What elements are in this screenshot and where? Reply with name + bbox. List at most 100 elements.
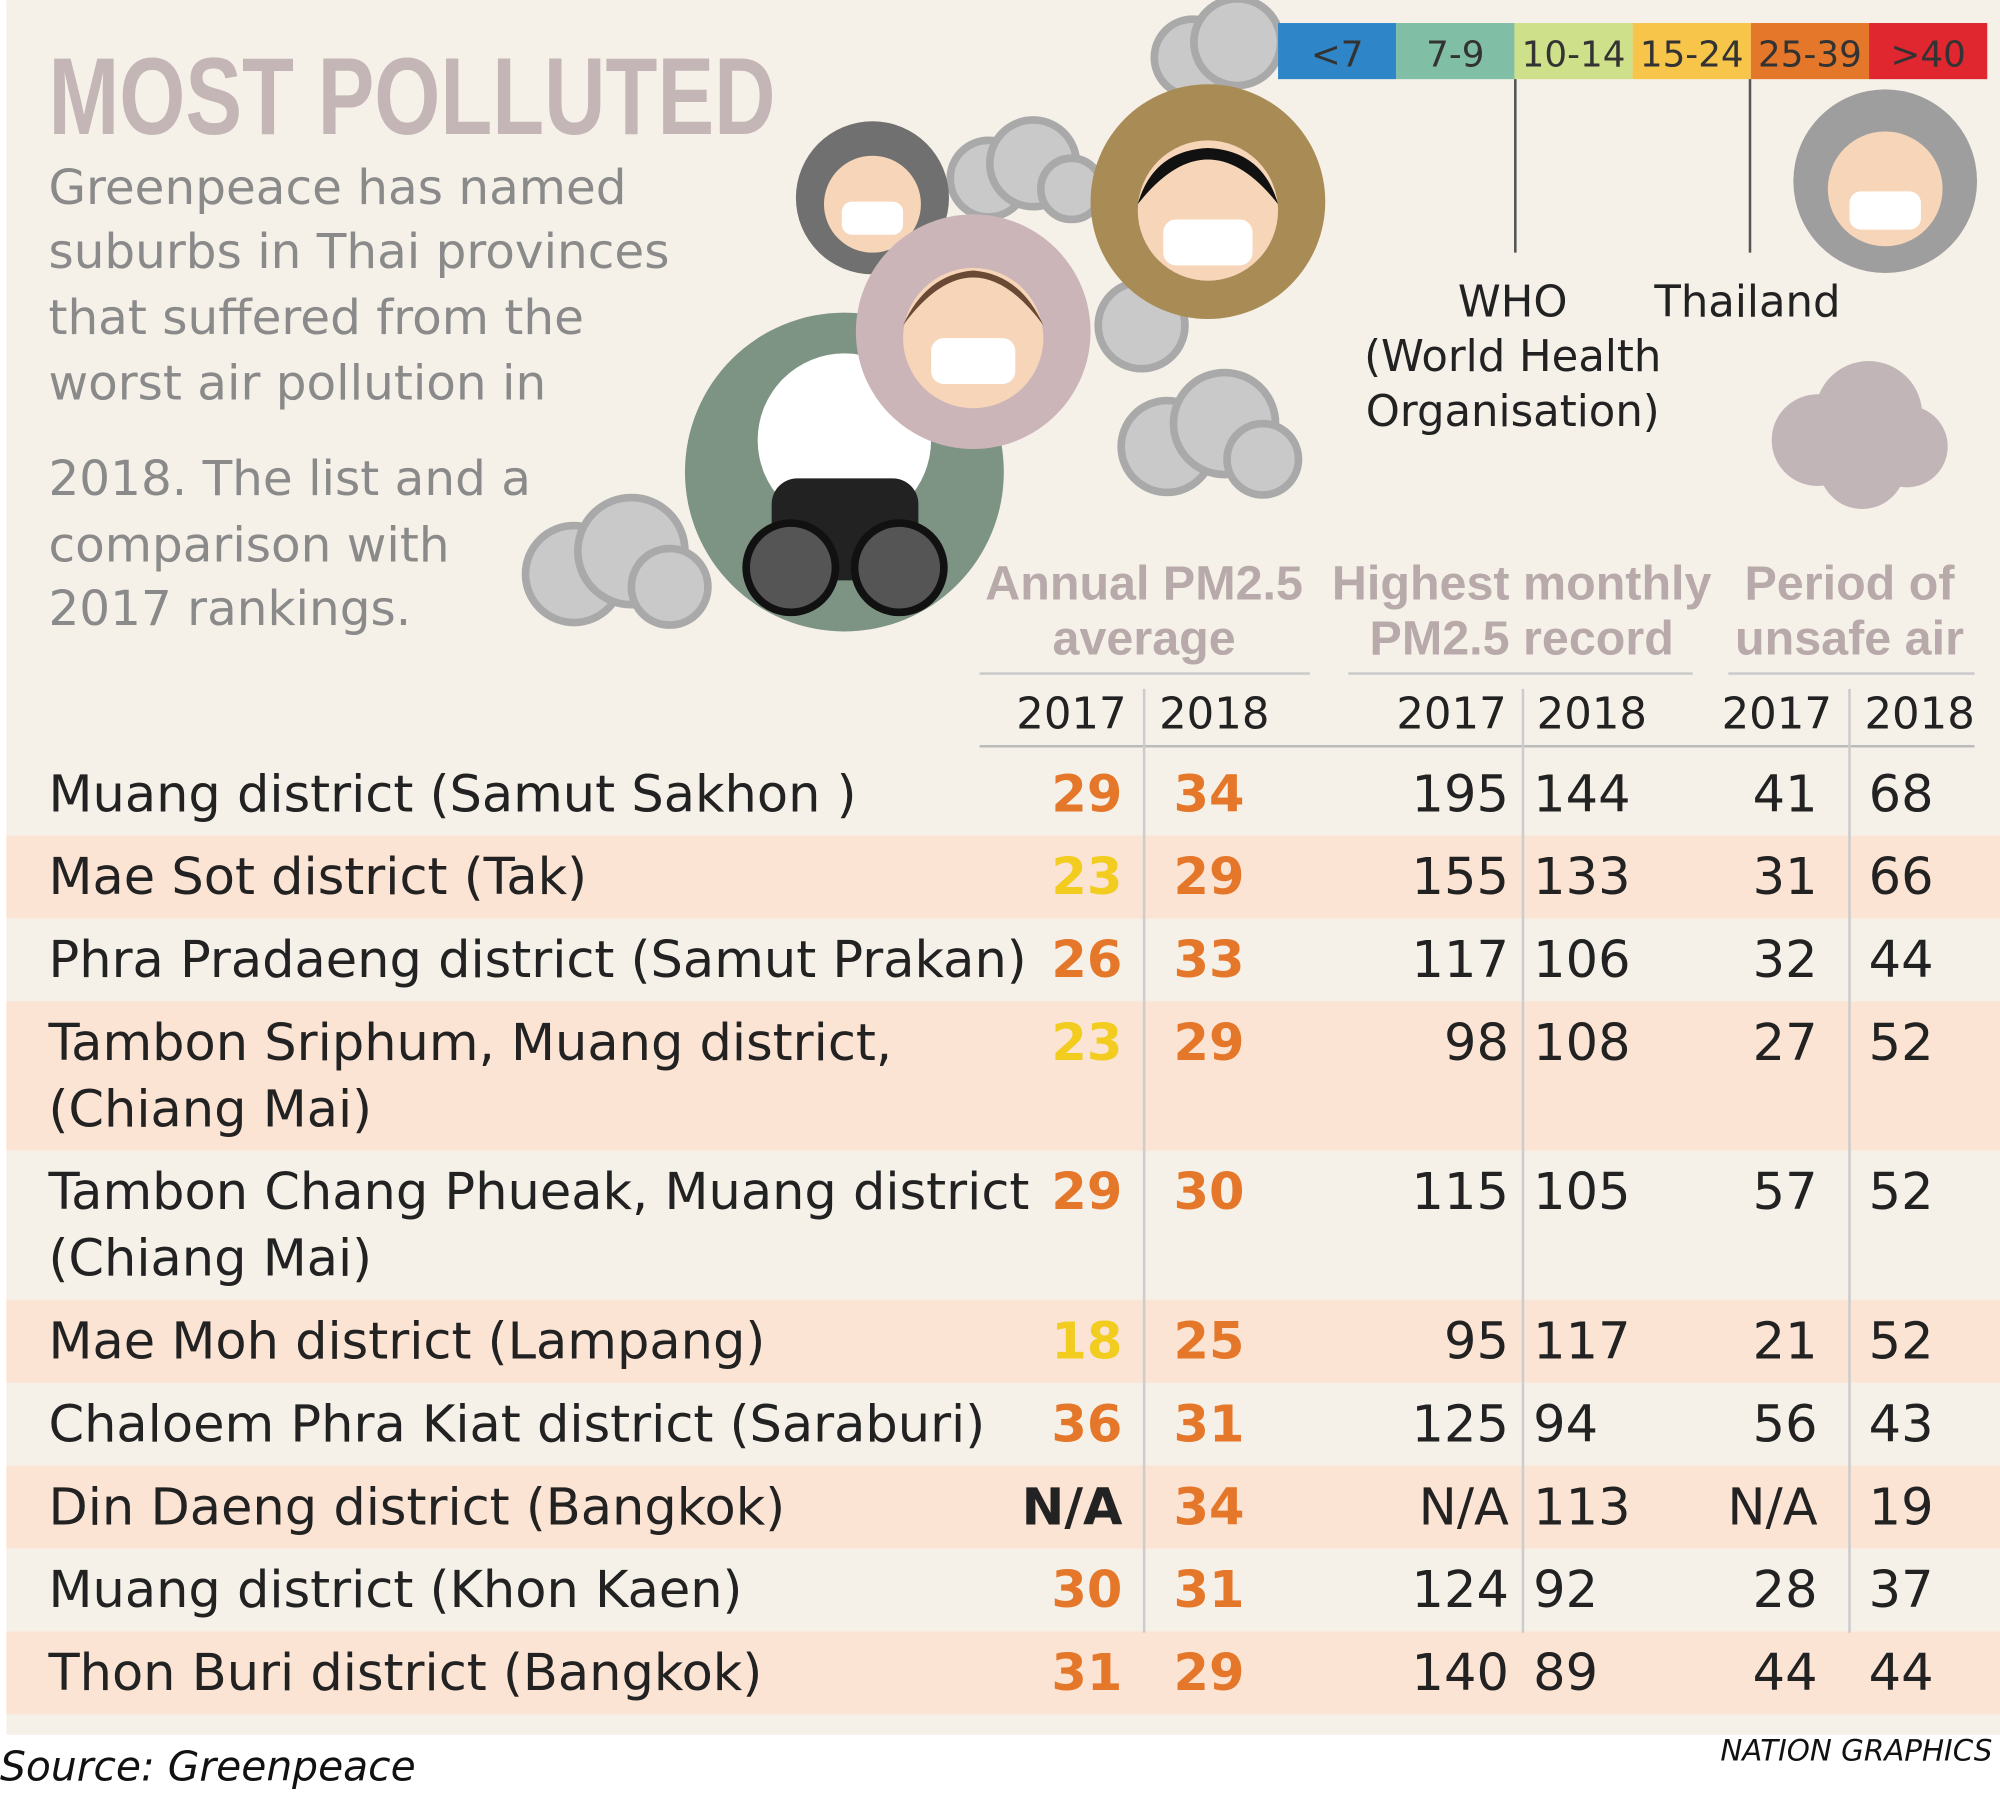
cell-value: 25 (1173, 1312, 1244, 1371)
row-shade (6, 1465, 2000, 1549)
cell-value: 23 (1051, 848, 1122, 907)
cell-value: 31 (1753, 848, 1818, 907)
intro-line: 2018. The list and a (48, 451, 530, 507)
cell-value: 31 (1051, 1644, 1122, 1703)
cell-value: 98 (1444, 1014, 1509, 1073)
row-name: Mae Moh district (Lampang) (48, 1312, 765, 1371)
cell-value: 41 (1753, 765, 1818, 824)
rows: Muang district (Samut Sakhon ) 29 34 195 144… (6, 765, 2000, 1715)
cell-value: 144 (1533, 765, 1630, 824)
scale-segment (1396, 23, 1515, 80)
cell-value: 29 (1173, 1644, 1244, 1703)
cell-value: 30 (1173, 1163, 1244, 1222)
row-name: Mae Sot district (Tak) (48, 848, 587, 907)
cell-value: 28 (1753, 1561, 1818, 1620)
scale-bar: <7 7-9 10-14 15-24 25-39 >40 (1278, 23, 1988, 80)
cell-value: 105 (1533, 1163, 1630, 1222)
cell-value: 18 (1051, 1312, 1122, 1371)
group-header: Annual PM2.5 (985, 557, 1303, 611)
row-name: Muang district (Samut Sakhon ) (48, 765, 856, 824)
row-shade (6, 835, 2000, 919)
cell-value: N/A (1419, 1478, 1509, 1537)
cell-value: N/A (1727, 1478, 1817, 1537)
cell-value: 26 (1051, 931, 1122, 990)
row-name: (Chiang Mai) (48, 1080, 372, 1139)
group-header: unsafe air (1735, 611, 1964, 665)
cell-value: 108 (1533, 1014, 1630, 1073)
cell-value: 44 (1869, 1644, 1934, 1703)
scale-label: >40 (1890, 34, 1965, 75)
cell-value: 52 (1869, 1312, 1934, 1371)
intro-line: that suffered from the (48, 290, 583, 346)
reference-label: Thailand (1653, 277, 1840, 327)
scale-label: <7 (1311, 34, 1364, 75)
reference-label: WHO (1458, 277, 1568, 327)
scale-segment (1750, 23, 1870, 80)
year-header: 2018 (1864, 689, 1974, 739)
group-header: PM2.5 record (1370, 611, 1674, 665)
year-header: 2018 (1159, 689, 1269, 739)
cell-value: 106 (1533, 931, 1630, 990)
row-name: Muang district (Khon Kaen) (48, 1561, 742, 1620)
scale-segment (1278, 23, 1397, 80)
cell-value: 33 (1173, 931, 1244, 990)
cell-value: 68 (1869, 765, 1934, 824)
row-name: Tambon Chang Phueak, Muang district (47, 1163, 1029, 1222)
cell-value: 29 (1173, 1014, 1244, 1073)
row-name: Chaloem Phra Kiat district (Saraburi) (48, 1395, 985, 1454)
cell-value: 29 (1051, 765, 1122, 824)
cell-value: 36 (1051, 1395, 1122, 1454)
cell-value: 117 (1412, 931, 1509, 990)
cell-value: 31 (1173, 1561, 1244, 1620)
cell-value: 95 (1444, 1312, 1509, 1371)
cell-value: 155 (1412, 848, 1509, 907)
credit: NATION GRAPHICS (1720, 1733, 1992, 1767)
cell-value: 124 (1412, 1561, 1509, 1620)
cell-value: 195 (1412, 765, 1509, 824)
intro-line: worst air pollution in (48, 355, 546, 411)
cell-value: 27 (1753, 1014, 1818, 1073)
cell-value: 94 (1533, 1395, 1598, 1454)
intro-line: suburbs in Thai provinces (48, 224, 669, 280)
cell-value: 29 (1051, 1163, 1122, 1222)
cell-value: 117 (1533, 1312, 1630, 1371)
cell-value: 23 (1051, 1014, 1122, 1073)
cell-value: 140 (1412, 1644, 1509, 1703)
cell-value: 125 (1412, 1395, 1509, 1454)
cell-value: 32 (1753, 931, 1818, 990)
year-header: 2018 (1537, 689, 1647, 739)
reference-label: (World Health (1364, 332, 1661, 382)
cell-value: 57 (1753, 1163, 1818, 1222)
row-shade (6, 1631, 2000, 1715)
cell-value: 92 (1533, 1561, 1598, 1620)
cell-value: 115 (1412, 1163, 1509, 1222)
row-name: Thon Buri district (Bangkok) (47, 1644, 762, 1703)
row-shade (6, 1299, 2000, 1383)
scale-segment (1632, 23, 1751, 80)
cell-value: 43 (1869, 1395, 1934, 1454)
intro: Greenpeace has named suburbs in Thai prov… (48, 160, 669, 637)
row-name: (Chiang Mai) (48, 1230, 372, 1289)
cell-value: N/A (1022, 1478, 1123, 1537)
row-name: Phra Pradaeng district (Samut Prakan) (48, 931, 1026, 990)
scale-label: 7-9 (1426, 34, 1484, 75)
row-shade (6, 1001, 2000, 1151)
cell-value: 19 (1869, 1478, 1934, 1537)
row-name: Tambon Sriphum, Muang district, (47, 1014, 892, 1073)
intro-line: Greenpeace has named (48, 160, 626, 216)
group-header: Highest monthly (1332, 557, 1712, 611)
cell-value: 21 (1753, 1312, 1818, 1371)
cell-value: 113 (1533, 1478, 1630, 1537)
cell-value: 34 (1173, 1478, 1244, 1537)
group-header: average (1053, 611, 1236, 665)
cell-value: 133 (1533, 848, 1630, 907)
year-header: 2017 (1396, 689, 1506, 739)
title: MOST POLLUTED (48, 36, 775, 158)
intro-line: comparison with (48, 517, 449, 573)
year-header: 2017 (1016, 689, 1126, 739)
cell-value: 30 (1051, 1561, 1122, 1620)
cell-value: 44 (1869, 931, 1934, 990)
